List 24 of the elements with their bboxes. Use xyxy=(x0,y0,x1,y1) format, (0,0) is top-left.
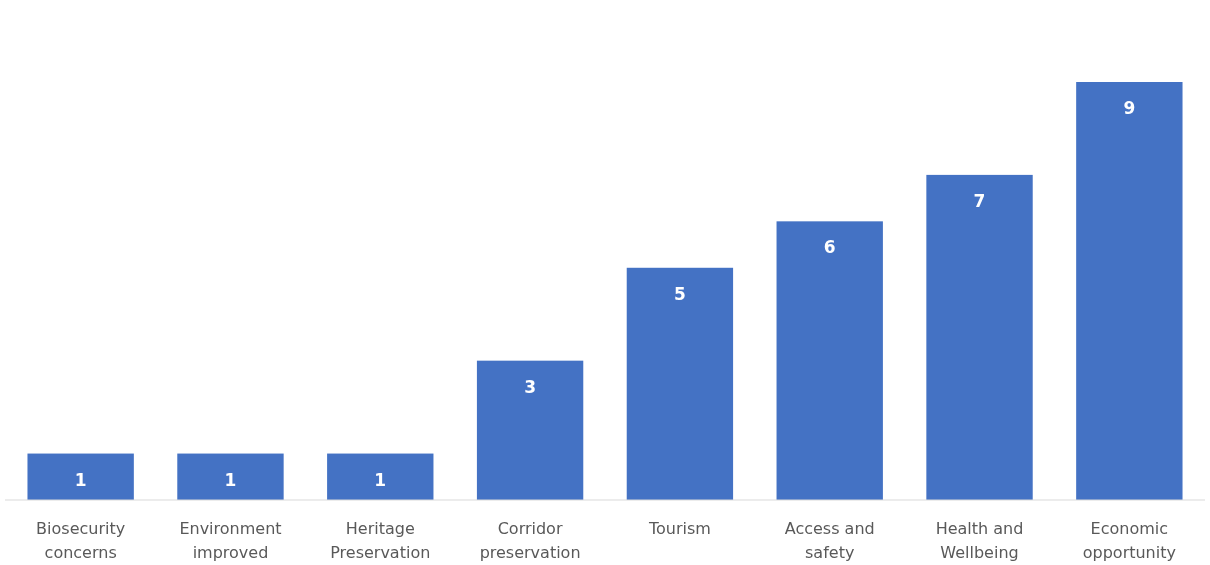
bar xyxy=(1076,82,1183,500)
data-label: 7 xyxy=(973,190,986,211)
x-tick-label: Environment improved xyxy=(179,519,282,562)
data-label: 1 xyxy=(224,469,237,490)
bar xyxy=(177,453,284,500)
data-label: 1 xyxy=(74,469,87,490)
bar xyxy=(327,453,434,500)
x-tick-label: Health and Wellbeing xyxy=(935,519,1024,562)
data-label: 1 xyxy=(374,469,387,490)
bar xyxy=(926,174,1033,500)
bar xyxy=(27,453,134,500)
bar xyxy=(476,360,584,500)
x-tick-label: Biosecurity concerns xyxy=(36,519,126,562)
data-label: 6 xyxy=(823,237,836,258)
x-tick-label: Tourism xyxy=(647,519,711,538)
x-tick-label: Access and safety xyxy=(784,519,875,562)
data-label: 3 xyxy=(524,376,537,397)
x-tick-label: Heritage Preservation xyxy=(330,519,431,562)
bar xyxy=(776,221,883,500)
bar xyxy=(626,267,734,500)
x-tick-label: Corridor preservation xyxy=(479,519,581,562)
x-tick-label: Economic opportunity xyxy=(1082,519,1176,562)
data-label: 5 xyxy=(673,283,686,304)
data-label: 9 xyxy=(1123,98,1136,118)
